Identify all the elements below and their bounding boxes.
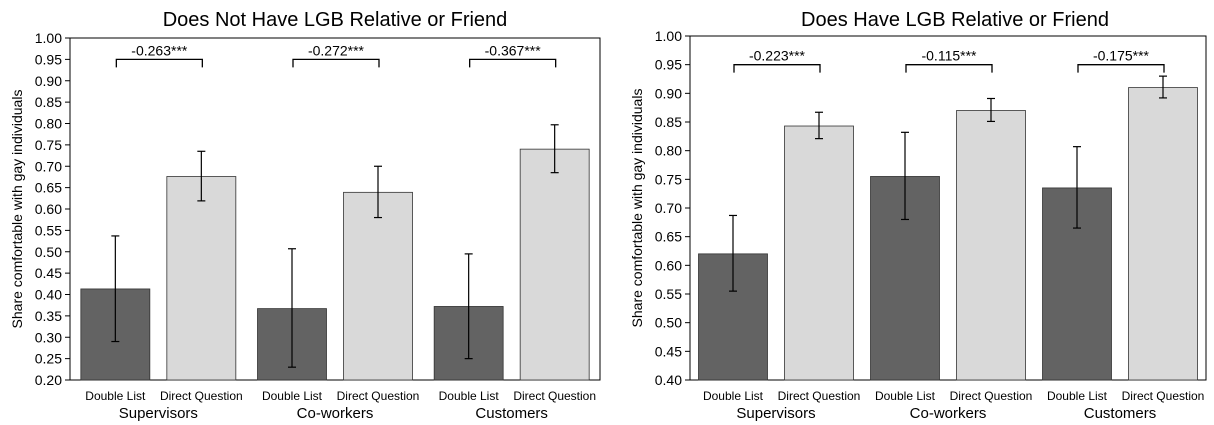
error-bar	[464, 253, 473, 360]
y-tick-label: 1.00	[35, 30, 62, 46]
y-tick-label: 0.40	[35, 287, 62, 303]
bar-category-label: Double List	[439, 389, 500, 403]
bar-direct-question	[784, 125, 854, 381]
y-tick-label: 0.60	[35, 201, 62, 217]
y-tick-label: 0.25	[35, 351, 62, 367]
bar-double-list	[1042, 187, 1112, 381]
y-tick-label: 1.00	[655, 28, 682, 44]
y-tick-label: 0.65	[655, 229, 682, 245]
y-tick-label: 0.55	[655, 286, 682, 302]
y-tick-label: 0.60	[655, 257, 682, 273]
error-bar	[987, 97, 995, 123]
y-tick-label: 0.45	[655, 343, 682, 359]
y-tick-label: 0.95	[35, 51, 62, 67]
error-bar	[197, 150, 206, 202]
difference-annotation: -0.263***	[131, 42, 188, 58]
significance-bracket	[115, 58, 203, 68]
y-tick-label: 0.35	[35, 308, 62, 324]
error-bar	[1159, 75, 1167, 99]
group-label: Supervisors	[119, 405, 198, 422]
difference-annotation: -0.115***	[921, 48, 977, 64]
y-tick-label: 0.20	[35, 372, 62, 388]
y-tick-label: 0.95	[655, 57, 682, 73]
y-axis-label: Share comfortable with gay individuals	[629, 89, 645, 328]
difference-annotation: -0.175***	[1093, 48, 1150, 64]
bar-direct-question	[1128, 87, 1198, 381]
chart-title: Does Not Have LGB Relative or Friend	[163, 9, 508, 31]
significance-bracket	[905, 64, 993, 73]
y-tick-label: 0.40	[655, 372, 682, 388]
chart-title: Does Have LGB Relative or Friend	[801, 9, 1109, 31]
chart-panel-has-lgb: Does Have LGB Relative or Friend Share co…	[629, 9, 1207, 422]
error-bar	[550, 124, 559, 174]
difference-annotation: -0.272***	[308, 42, 365, 58]
y-tick-label: 0.85	[35, 94, 62, 110]
group-label: Customers	[475, 405, 548, 422]
bar-category-label: Double List	[1047, 389, 1108, 403]
error-bar	[111, 235, 120, 343]
error-bar	[815, 111, 823, 140]
bar-category-label: Double List	[703, 389, 764, 403]
significance-bracket	[469, 58, 557, 68]
y-tick-label: 0.75	[655, 171, 682, 187]
y-tick-label: 0.55	[35, 222, 62, 238]
bar-category-label: Direct Question	[1122, 389, 1205, 403]
bar-category-label: Direct Question	[778, 389, 861, 403]
error-bar	[901, 131, 909, 221]
y-tick-label: 0.45	[35, 265, 62, 281]
bar-category-label: Double List	[262, 389, 323, 403]
bar-direct-question	[519, 148, 590, 381]
group-label: Co-workers	[910, 405, 987, 422]
bar-direct-question	[343, 191, 413, 381]
bar-category-label: Direct Question	[513, 389, 596, 403]
y-tick-label: 0.50	[655, 315, 682, 331]
y-tick-label: 0.70	[655, 200, 682, 216]
bar-category-label: Direct Question	[950, 389, 1033, 403]
difference-annotation: -0.367***	[485, 42, 542, 58]
significance-bracket	[1077, 64, 1165, 73]
group-label: Co-workers	[297, 405, 374, 422]
chart-panel-no-lgb: Does Not Have LGB Relative or Friend Shar…	[9, 9, 601, 422]
error-bar	[374, 165, 382, 219]
y-tick-label: 0.85	[655, 114, 682, 130]
y-tick-label: 0.70	[35, 158, 62, 174]
significance-bracket	[292, 58, 380, 68]
bar-category-label: Double List	[85, 389, 146, 403]
y-tick-label: 0.90	[655, 85, 682, 101]
y-tick-label: 0.80	[655, 143, 682, 159]
bar-category-label: Direct Question	[337, 389, 420, 403]
bar-category-label: Direct Question	[160, 389, 243, 403]
bar-direct-question	[956, 110, 1026, 381]
difference-annotation: -0.223***	[749, 48, 806, 64]
bar-category-label: Double List	[875, 389, 936, 403]
error-bar	[729, 214, 737, 292]
y-tick-label: 0.80	[35, 116, 62, 132]
bar-direct-question	[166, 176, 237, 381]
group-label: Customers	[1084, 405, 1157, 422]
y-tick-label: 0.65	[35, 180, 62, 196]
error-bar	[288, 248, 296, 368]
group-label: Supervisors	[736, 405, 815, 422]
error-bar	[1073, 146, 1081, 229]
y-tick-label: 0.50	[35, 244, 62, 260]
y-tick-label: 0.75	[35, 137, 62, 153]
significance-bracket	[733, 64, 821, 73]
y-tick-label: 0.30	[35, 329, 62, 345]
y-tick-label: 0.90	[35, 73, 62, 89]
y-axis-label: Share comfortable with gay individuals	[9, 90, 25, 329]
